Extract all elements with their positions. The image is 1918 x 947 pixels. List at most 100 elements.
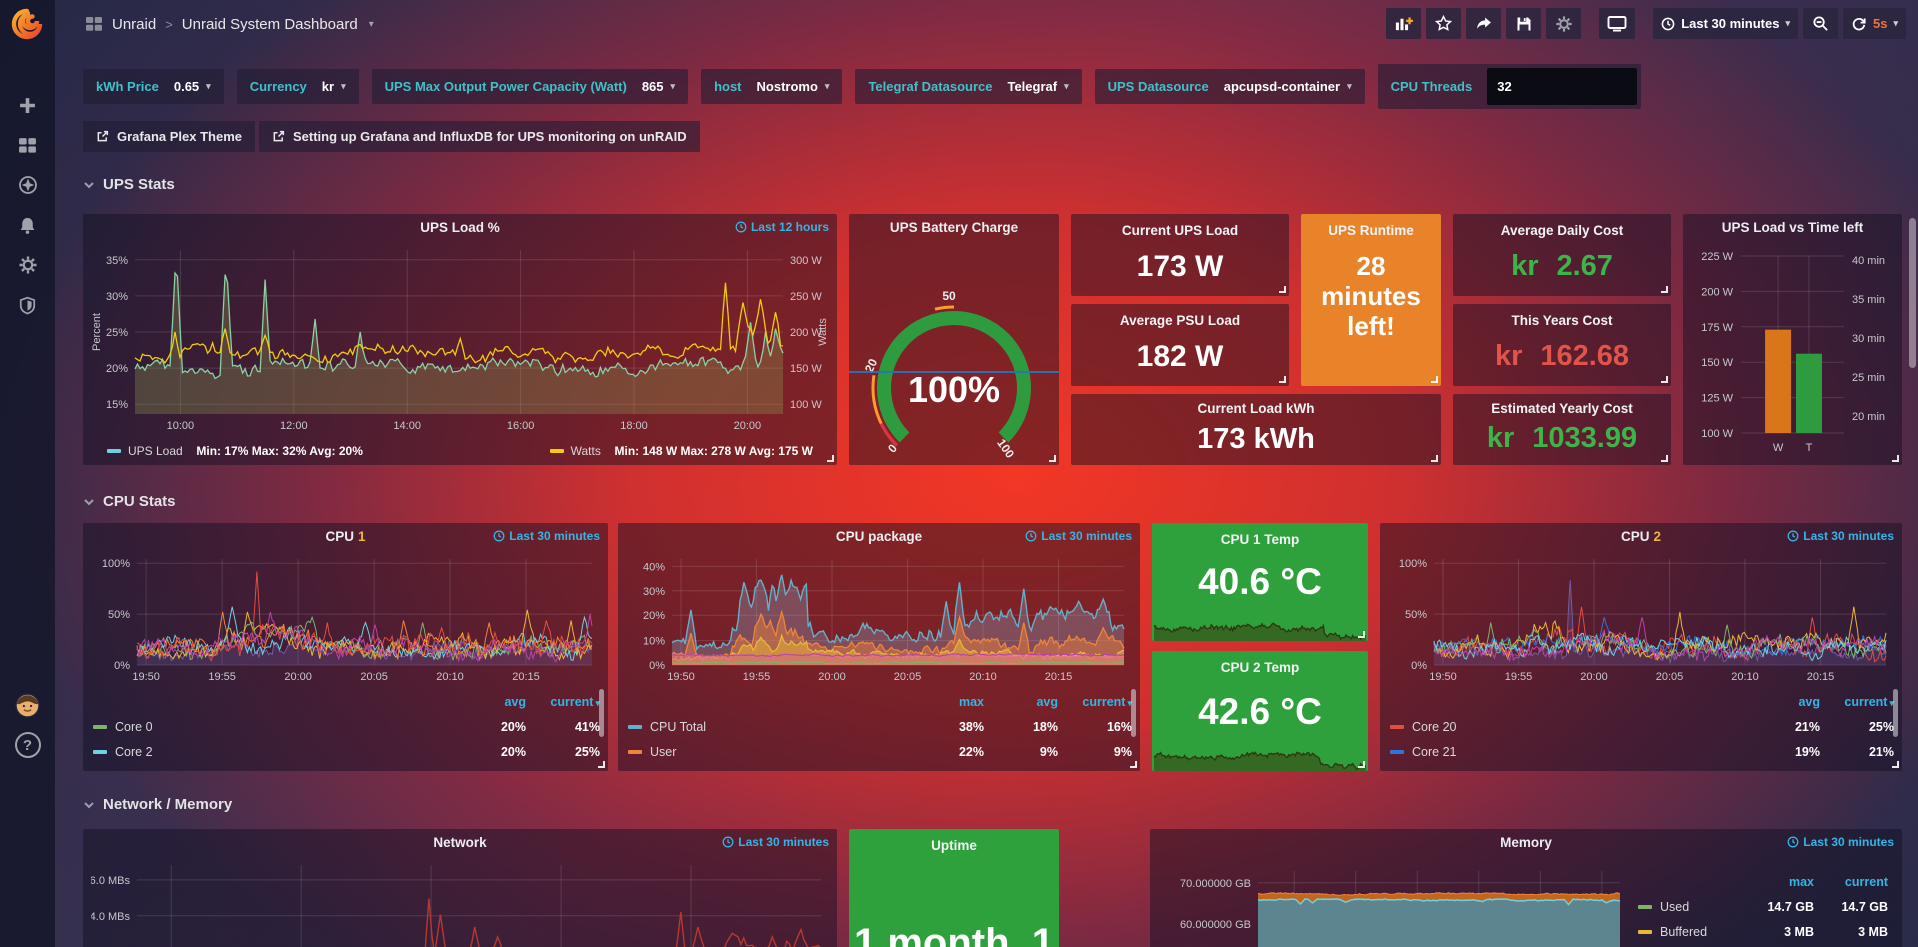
dashboards-icon[interactable] (0, 128, 55, 162)
stat-title[interactable]: Estimated Yearly Cost (1491, 401, 1633, 416)
link-grafana-plex-theme[interactable]: Grafana Plex Theme (83, 121, 255, 152)
section-network-memory[interactable]: Network / Memory (83, 796, 232, 813)
battery-gauge[interactable]: 50 20 0 100 (849, 238, 1059, 465)
resize-handle[interactable] (827, 455, 834, 462)
breadcrumb-caret-icon[interactable]: ▾ (368, 18, 374, 30)
zoom-out-button[interactable] (1803, 8, 1838, 39)
save-button[interactable] (1506, 8, 1542, 39)
stat-title[interactable]: Current Load kWh (1197, 401, 1315, 416)
panel-timerange[interactable]: Last 30 minutes (1025, 529, 1132, 543)
stat-title[interactable]: CPU 2 Temp (1220, 660, 1300, 675)
svg-text:0%: 0% (649, 660, 665, 672)
link-ups-monitoring-guide[interactable]: Setting up Grafana and InfluxDB for UPS … (259, 121, 700, 152)
time-range-picker[interactable]: Last 30 minutes ▾ (1653, 8, 1798, 39)
load-vs-time-bar-chart[interactable]: 225 W 200 W 175 W 150 W 125 W 100 W 40 min 35 m… (1685, 244, 1900, 459)
stat-value: 173 W (1136, 250, 1224, 283)
help-icon[interactable]: ? (0, 728, 55, 762)
resize-handle[interactable] (1661, 376, 1668, 383)
cpu-package-legend[interactable]: max avg current ▾ CPU Total 38% 18% 16% User 22% 9… (628, 689, 1136, 767)
variable-host[interactable]: host Nostromo ▾ (701, 69, 843, 104)
resize-handle[interactable] (1892, 455, 1899, 462)
breadcrumb-dashboard-title[interactable]: Unraid System Dashboard (181, 15, 358, 33)
user-avatar[interactable] (0, 688, 55, 722)
resize-handle[interactable] (1130, 761, 1137, 768)
stat-title[interactable]: This Years Cost (1511, 313, 1613, 328)
resize-handle[interactable] (1892, 761, 1899, 768)
stat-title[interactable]: Average PSU Load (1119, 313, 1241, 328)
cpu1-legend[interactable]: avg current ▾ Core 0 20% 41% Core 2 20% 25% (93, 689, 604, 767)
resize-handle[interactable] (1661, 455, 1668, 462)
variable-ups-datasource[interactable]: UPS Datasource apcupsd-container ▾ (1094, 69, 1365, 104)
panel-current-load-kwh: Current Load kWh 173 kWh (1071, 394, 1441, 465)
star-icon (1435, 15, 1453, 31)
star-button[interactable] (1426, 8, 1462, 39)
resize-handle[interactable] (1358, 631, 1365, 638)
gauge-threshold-line (849, 371, 1059, 373)
panel-timerange[interactable]: Last 12 hours (735, 220, 829, 234)
create-icon[interactable] (0, 88, 55, 122)
memory-legend[interactable]: max current Used 14.7 GB 14.7 GB Buffered 3 MB… (1638, 869, 1888, 944)
resize-handle[interactable] (1279, 376, 1286, 383)
panel-title-cpu-package[interactable]: CPU package Last 30 minutes (835, 529, 1132, 544)
stat-title[interactable]: Current UPS Load (1121, 223, 1239, 238)
resize-handle[interactable] (1431, 455, 1438, 462)
refresh-button[interactable]: 5s ▾ (1843, 8, 1906, 39)
add-panel-button[interactable] (1386, 8, 1422, 39)
resize-handle[interactable] (1049, 455, 1056, 462)
panel-timerange[interactable]: Last 30 minutes (722, 835, 829, 849)
ups-load-legend[interactable]: UPS Load Min: 17% Max: 32% Avg: 20% Watts… (93, 440, 827, 462)
resize-handle[interactable] (1661, 286, 1668, 293)
cpu2-legend[interactable]: avg current ▾ Core 20 21% 25% Core 21 19% 21% (1390, 689, 1898, 767)
variable-telegraf-datasource[interactable]: Telegraf Datasource Telegraf ▾ (855, 69, 1082, 104)
grafana-logo-icon[interactable] (10, 7, 44, 41)
panel-average-daily-cost: Average Daily Cost kr 2.67 (1453, 214, 1671, 296)
resize-handle[interactable] (1431, 376, 1438, 383)
cycle-view-button[interactable] (1599, 8, 1636, 39)
dashboard-settings-button[interactable] (1546, 8, 1582, 39)
stat-title[interactable]: CPU 1 Temp (1220, 532, 1300, 547)
cpu-threads-input[interactable] (1487, 68, 1638, 105)
explore-icon[interactable] (0, 168, 55, 202)
share-button[interactable] (1466, 8, 1502, 39)
navbar: Unraid > Unraid System Dashboard ▾ Last … (55, 0, 1918, 48)
breadcrumb-folder[interactable]: Unraid (112, 15, 157, 33)
svg-text:Watts: Watts (817, 318, 829, 346)
section-cpu-stats[interactable]: CPU Stats (83, 493, 176, 510)
variable-currency[interactable]: Currency kr ▾ (236, 69, 359, 104)
panel-cpu1: CPU 1 Last 30 minutes 100% 50% 0% 19:50 19:55… (83, 523, 608, 771)
resize-handle[interactable] (1279, 286, 1286, 293)
cpu2-chart[interactable]: 100% 50% 0% 19:50 19:55 20:00 20:05 20:10 20:15 (1388, 551, 1894, 685)
ups-load-chart[interactable]: 35% 30% 25% 20% 15% 300 W 250 W 200 W 150 W 100 W… (89, 242, 831, 434)
panel-title-memory[interactable]: Memory Last 30 minutes (1500, 835, 1894, 850)
template-variables-row: kWh Price 0.65 ▾ Currency kr ▾ UPS Max Out… (83, 64, 1898, 109)
cpu1-chart[interactable]: 100% 50% 0% 19:50 19:55 20:00 20:05 20:10 20:15 (91, 551, 600, 685)
panel-title-load-vs-time[interactable]: UPS Load vs Time left (1721, 220, 1864, 235)
currency-prefix: kr (1511, 250, 1539, 282)
stat-title[interactable]: Average Daily Cost (1500, 223, 1624, 238)
panel-timerange[interactable]: Last 30 minutes (493, 529, 600, 543)
cpu-package-chart[interactable]: 40% 30% 20% 10% 0% 19:50 19:55 20:00 20:05 20:10 2… (626, 551, 1132, 685)
configuration-gear-icon[interactable] (0, 248, 55, 282)
section-ups-stats[interactable]: UPS Stats (83, 176, 175, 193)
panel-title-battery[interactable]: UPS Battery Charge (889, 220, 1019, 235)
panel-title-cpu1[interactable]: CPU 1 Last 30 minutes (325, 529, 600, 544)
panel-timerange[interactable]: Last 30 minutes (1787, 529, 1894, 543)
panel-title-network[interactable]: Network Last 30 minutes (433, 835, 829, 850)
resize-handle[interactable] (1358, 761, 1365, 768)
panel-title-cpu2[interactable]: CPU 2 Last 30 minutes (1620, 529, 1894, 544)
zoom-out-icon (1813, 16, 1828, 31)
stat-title[interactable]: Uptime (931, 838, 977, 853)
resize-handle[interactable] (598, 761, 605, 768)
variable-kwh-price[interactable]: kWh Price 0.65 ▾ (83, 69, 224, 104)
panel-memory: Memory Last 30 minutes 70.000000 GB 60.00… (1150, 829, 1902, 947)
panel-title-ups-load[interactable]: UPS Load % Last 12 hours (420, 220, 829, 235)
panel-cpu-package: CPU package Last 30 minutes 40% 30% 20% 10%… (618, 523, 1140, 771)
server-admin-shield-icon[interactable] (0, 288, 55, 322)
page-scrollbar[interactable] (1909, 218, 1916, 368)
variable-ups-max-output[interactable]: UPS Max Output Power Capacity (Watt) 865… (371, 69, 689, 104)
stat-title[interactable]: UPS Runtime (1328, 223, 1414, 238)
panel-timerange[interactable]: Last 30 minutes (1787, 835, 1894, 849)
alerting-bell-icon[interactable] (0, 208, 55, 242)
